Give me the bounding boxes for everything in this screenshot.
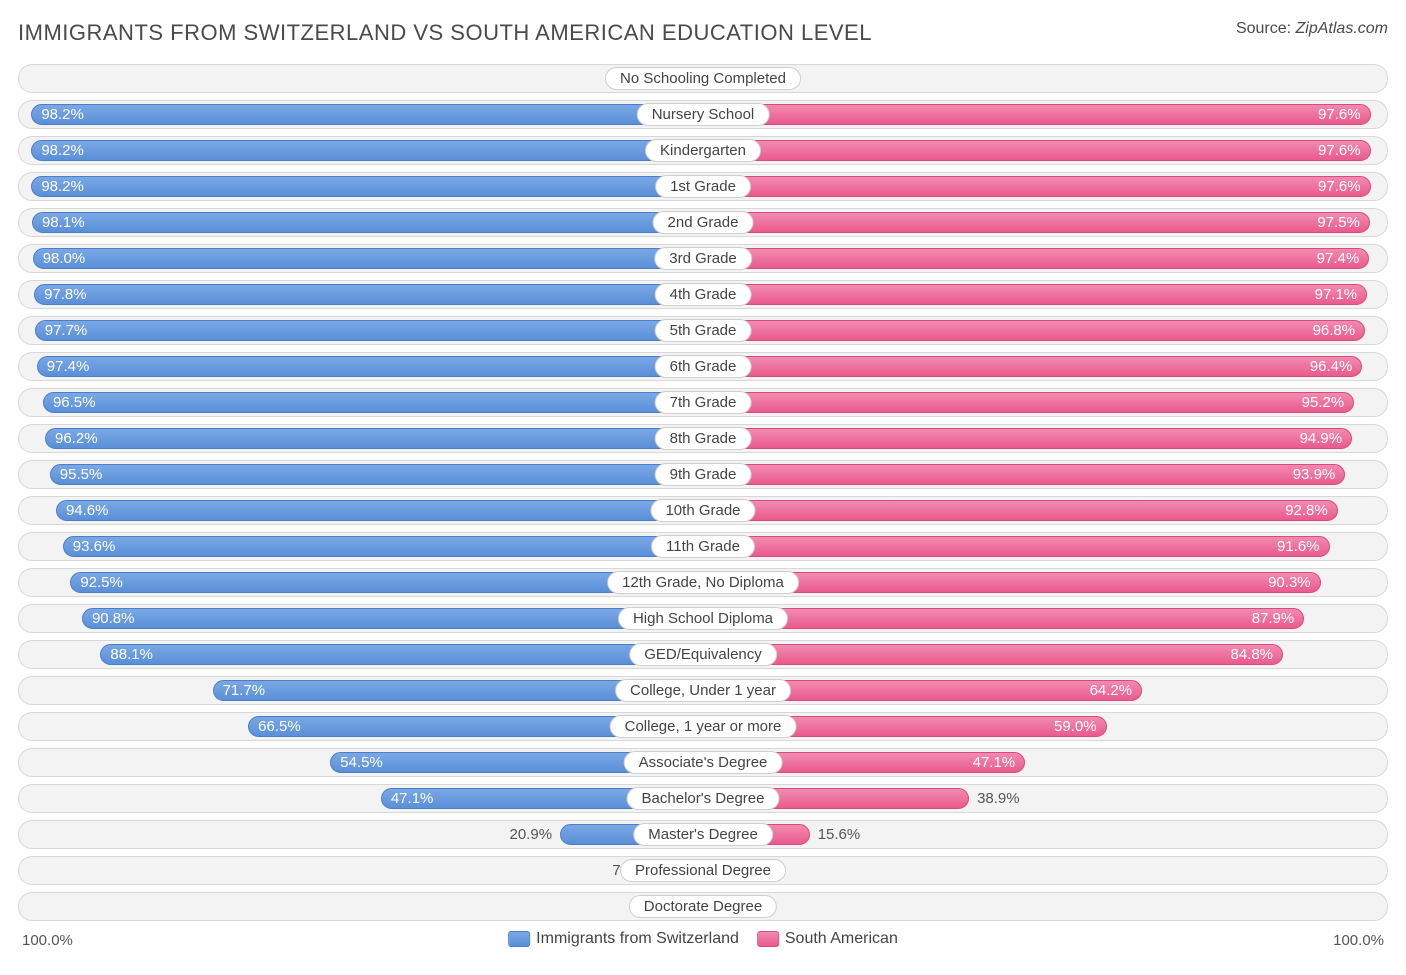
legend-item-left: Immigrants from Switzerland: [508, 930, 739, 948]
bar-row: 98.2%97.6%1st Grade: [18, 172, 1388, 201]
value-left: 95.5%: [50, 464, 703, 485]
axis-max-right: 100.0%: [1333, 932, 1384, 949]
category-label: 4th Grade: [655, 283, 752, 306]
value-left: 97.4%: [37, 356, 703, 377]
value-right: 91.6%: [703, 536, 1330, 557]
source-prefix: Source:: [1236, 20, 1296, 37]
category-label: 5th Grade: [655, 319, 752, 342]
category-label: 3rd Grade: [654, 247, 752, 270]
legend-swatch-left: [508, 931, 530, 947]
bar-row: 20.9% 15.6% Master's Degree: [18, 820, 1388, 849]
value-left: 98.2%: [31, 140, 703, 161]
category-label: 1st Grade: [655, 175, 751, 198]
category-label: 9th Grade: [655, 463, 752, 486]
bar-row: 54.5%47.1%Associate's Degree: [18, 748, 1388, 777]
chart-footer: 100.0% Immigrants from Switzerland South…: [18, 928, 1388, 956]
category-label: Professional Degree: [620, 859, 786, 882]
value-left: 90.8%: [82, 608, 703, 629]
value-left: 88.1%: [100, 644, 703, 665]
category-label: College, 1 year or more: [610, 715, 797, 738]
value-right: 84.8%: [703, 644, 1283, 665]
header: IMMIGRANTS FROM SWITZERLAND VS SOUTH AME…: [18, 20, 1388, 46]
bar-row: 98.0%97.4%3rd Grade: [18, 244, 1388, 273]
value-right: 38.9%: [969, 788, 1020, 809]
value-right: 97.6%: [703, 104, 1371, 125]
category-label: GED/Equivalency: [629, 643, 777, 666]
legend-label-left: Immigrants from Switzerland: [536, 930, 739, 948]
category-label: 10th Grade: [650, 499, 755, 522]
value-left: 96.2%: [45, 428, 703, 449]
bar-row: 97.7%96.8%5th Grade: [18, 316, 1388, 345]
bar-row: 88.1%84.8%GED/Equivalency: [18, 640, 1388, 669]
value-left: 97.8%: [34, 284, 703, 305]
value-right: 97.4%: [703, 248, 1369, 269]
legend: Immigrants from Switzerland South Americ…: [508, 930, 898, 948]
value-right: 94.9%: [703, 428, 1352, 449]
value-left: 93.6%: [63, 536, 703, 557]
bar-row: 71.7%64.2%College, Under 1 year: [18, 676, 1388, 705]
legend-swatch-right: [757, 931, 779, 947]
value-right: 97.6%: [703, 140, 1371, 161]
diverging-bar-chart: 1.8%2.4%No Schooling Completed98.2%97.6%…: [18, 64, 1388, 921]
chart-container: IMMIGRANTS FROM SWITZERLAND VS SOUTH AME…: [0, 0, 1406, 966]
category-label: Kindergarten: [645, 139, 761, 162]
category-label: 12th Grade, No Diploma: [607, 571, 799, 594]
category-label: Doctorate Degree: [629, 895, 777, 918]
axis-max-left: 100.0%: [22, 932, 73, 949]
bar-row: 97.4%96.4%6th Grade: [18, 352, 1388, 381]
bar-row: 95.5%93.9%9th Grade: [18, 460, 1388, 489]
category-label: 8th Grade: [655, 427, 752, 450]
value-right: 96.8%: [703, 320, 1365, 341]
value-right: 95.2%: [703, 392, 1354, 413]
category-label: No Schooling Completed: [605, 67, 801, 90]
bar-row: 7.1%4.7%Professional Degree: [18, 856, 1388, 885]
value-right: 97.5%: [703, 212, 1370, 233]
category-label: High School Diploma: [618, 607, 788, 630]
bar-row: 66.5%59.0%College, 1 year or more: [18, 712, 1388, 741]
value-left: 98.2%: [31, 104, 703, 125]
bar-row: 97.8%97.1%4th Grade: [18, 280, 1388, 309]
category-label: Master's Degree: [633, 823, 773, 846]
category-label: 2nd Grade: [653, 211, 754, 234]
bar-row: 98.2%97.6%Nursery School: [18, 100, 1388, 129]
value-right: 93.9%: [703, 464, 1345, 485]
source-value: ZipAtlas.com: [1296, 20, 1388, 37]
category-label: 6th Grade: [655, 355, 752, 378]
category-label: Nursery School: [637, 103, 770, 126]
bar-row: 93.6%91.6%11th Grade: [18, 532, 1388, 561]
value-left: 97.7%: [35, 320, 703, 341]
source-attribution: Source: ZipAtlas.com: [1236, 20, 1388, 38]
value-left: 94.6%: [56, 500, 703, 521]
value-right: 96.4%: [703, 356, 1362, 377]
value-left: 96.5%: [43, 392, 703, 413]
legend-item-right: South American: [757, 930, 898, 948]
value-right: 92.8%: [703, 500, 1338, 521]
category-label: College, Under 1 year: [615, 679, 791, 702]
value-right: 97.6%: [703, 176, 1371, 197]
value-left: 20.9%: [510, 824, 561, 845]
value-right: 97.1%: [703, 284, 1367, 305]
bar-row: 92.5%90.3%12th Grade, No Diploma: [18, 568, 1388, 597]
value-right: 87.9%: [703, 608, 1304, 629]
value-left: 98.0%: [33, 248, 703, 269]
bar-row: 98.2%97.6%Kindergarten: [18, 136, 1388, 165]
bar-row: 3.1%1.8%Doctorate Degree: [18, 892, 1388, 921]
category-label: 7th Grade: [655, 391, 752, 414]
bar-row: 94.6%92.8%10th Grade: [18, 496, 1388, 525]
bar-row: 90.8%87.9%High School Diploma: [18, 604, 1388, 633]
bar-row: 1.8%2.4%No Schooling Completed: [18, 64, 1388, 93]
bar-row: 47.1%38.9%Bachelor's Degree: [18, 784, 1388, 813]
category-label: Associate's Degree: [624, 751, 783, 774]
legend-label-right: South American: [785, 930, 898, 948]
value-left: 98.2%: [31, 176, 703, 197]
category-label: Bachelor's Degree: [627, 787, 780, 810]
chart-title: IMMIGRANTS FROM SWITZERLAND VS SOUTH AME…: [18, 20, 872, 46]
value-right: 15.6%: [810, 824, 861, 845]
bar-row: 96.5%95.2%7th Grade: [18, 388, 1388, 417]
bar-row: 98.1%97.5%2nd Grade: [18, 208, 1388, 237]
bar-row: 96.2%94.9%8th Grade: [18, 424, 1388, 453]
category-label: 11th Grade: [651, 535, 755, 558]
value-left: 98.1%: [32, 212, 703, 233]
